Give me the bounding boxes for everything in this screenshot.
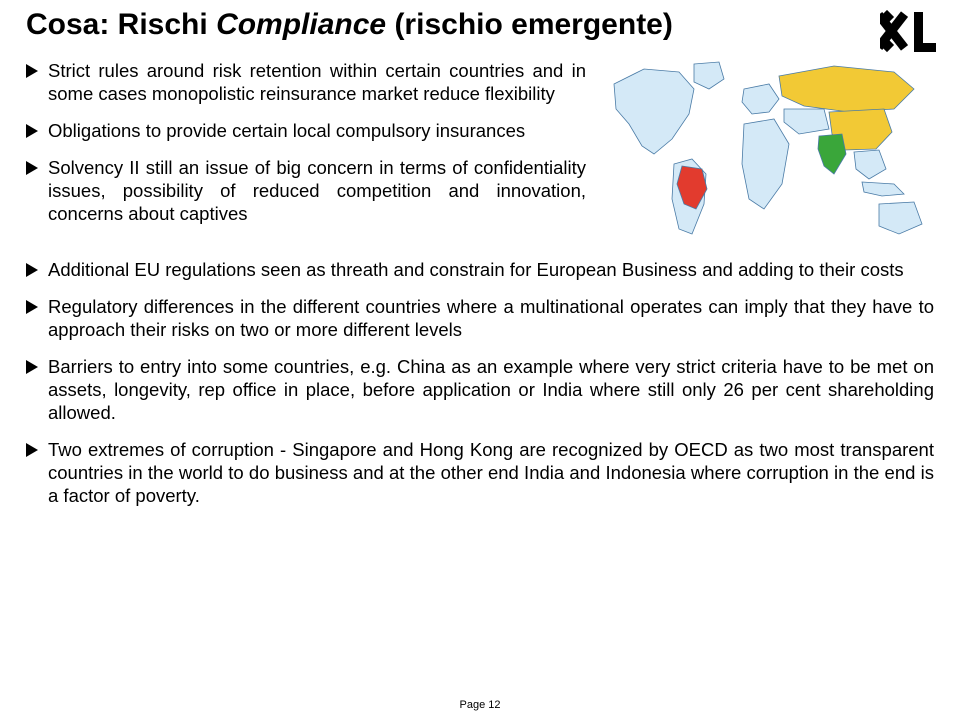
page-title: Cosa: Rischi Compliance (rischio emergen… — [26, 8, 673, 42]
map-greenland — [694, 62, 724, 89]
bullet-item: Solvency II still an issue of big concer… — [26, 157, 586, 226]
bullet-item: Barriers to entry into some countries, e… — [26, 356, 934, 425]
map-russia — [779, 66, 914, 112]
bullet-item: Strict rules around risk retention withi… — [26, 60, 586, 106]
left-text-column: Strict rules around risk retention withi… — [26, 60, 586, 240]
bullet-list-top: Strict rules around risk retention withi… — [26, 60, 586, 226]
page-number: Page 12 — [0, 699, 960, 711]
map-central-asia — [784, 109, 829, 134]
body-row: Strict rules around risk retention withi… — [26, 60, 934, 259]
bullet-item: Additional EU regulations seen as threat… — [26, 259, 934, 282]
bullet-item: Two extremes of corruption - Singapore a… — [26, 439, 934, 508]
bullet-item: Obligations to provide certain local com… — [26, 120, 586, 143]
title-row: Cosa: Rischi Compliance (rischio emergen… — [26, 8, 934, 60]
map-india — [818, 134, 846, 174]
map-australia — [879, 202, 922, 234]
map-se-asia — [854, 150, 886, 179]
map-indonesia — [862, 182, 904, 196]
title-italic: Compliance — [216, 8, 386, 41]
title-part1: Cosa: Rischi — [26, 8, 216, 41]
map-europe — [742, 84, 779, 114]
map-north-america — [614, 69, 694, 154]
bullet-list-full: Additional EU regulations seen as threat… — [26, 259, 934, 507]
world-map — [594, 54, 934, 259]
bullet-item: Regulatory differences in the different … — [26, 296, 934, 342]
title-part2: (rischio emergente) — [386, 8, 673, 41]
slide-page: Cosa: Rischi Compliance (rischio emergen… — [0, 0, 960, 719]
map-africa — [742, 119, 789, 209]
xl-logo-icon — [880, 10, 938, 59]
